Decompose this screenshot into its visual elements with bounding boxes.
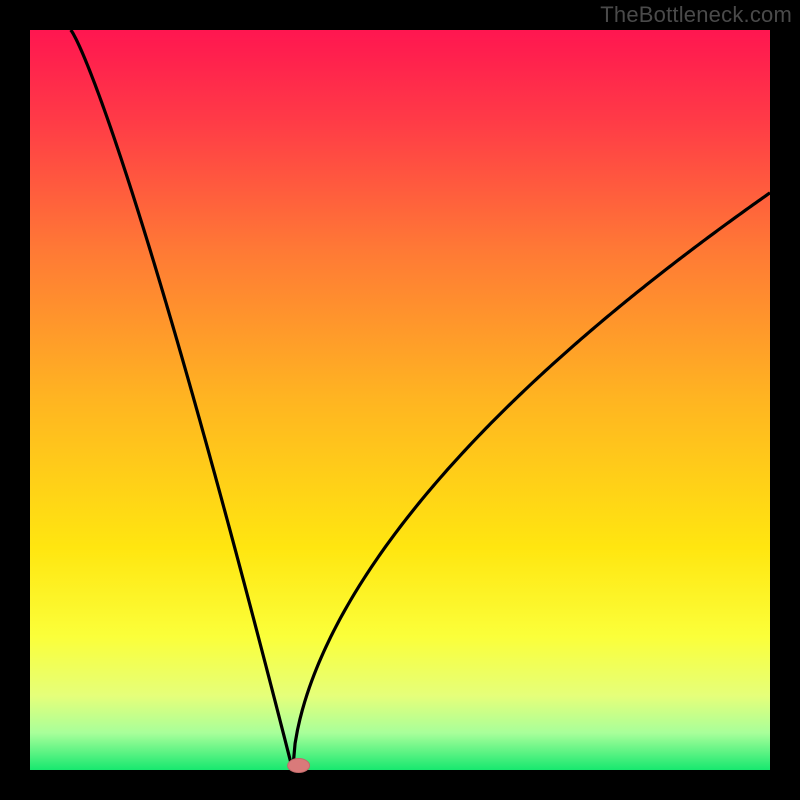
- optimum-marker: [288, 759, 310, 773]
- bottleneck-chart: [0, 0, 800, 800]
- plot-area: [30, 30, 770, 770]
- watermark-text: TheBottleneck.com: [600, 2, 792, 28]
